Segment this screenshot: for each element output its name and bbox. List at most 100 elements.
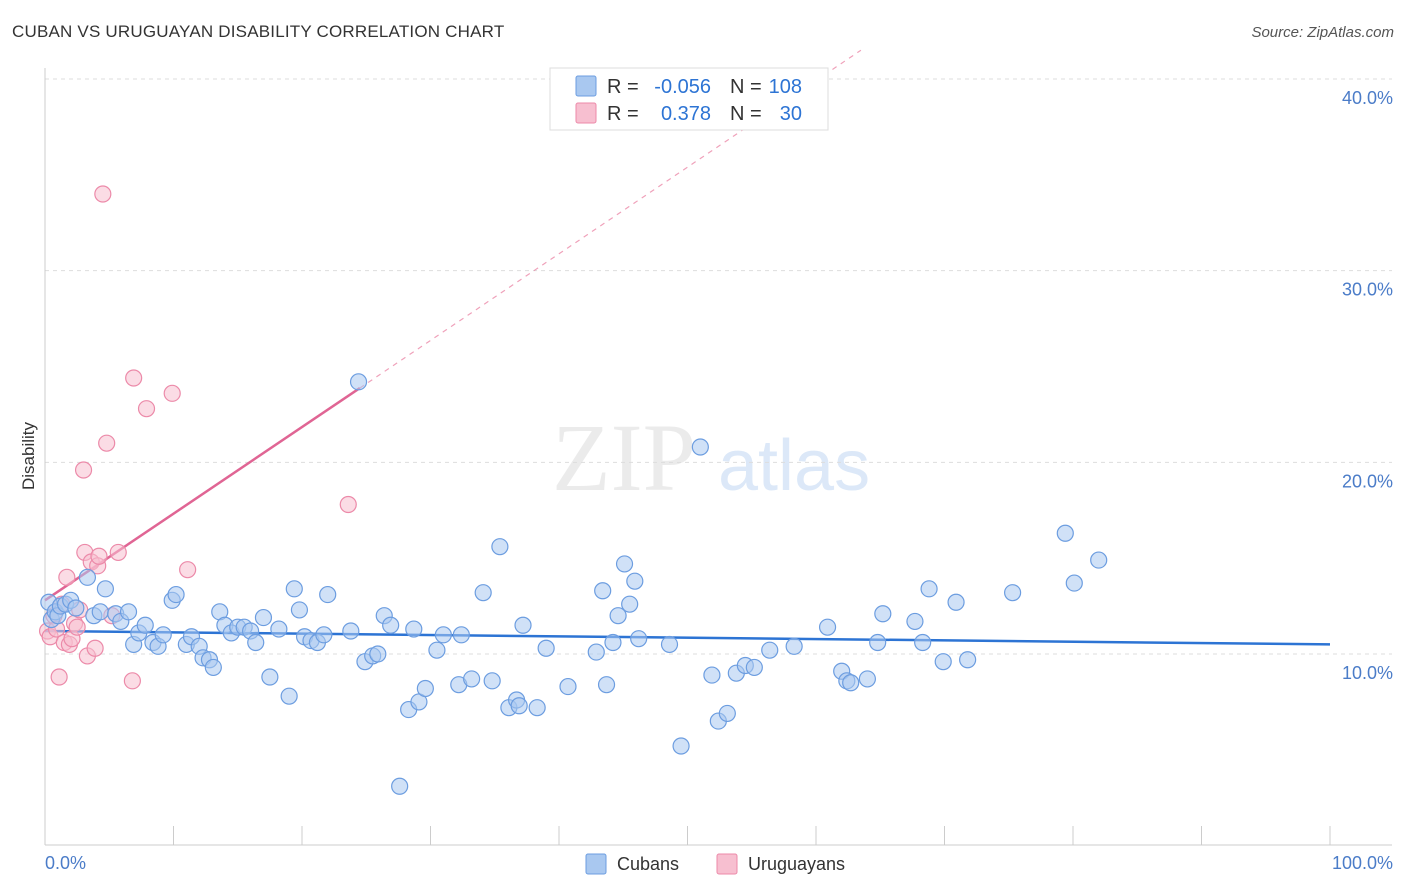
uruguayans-point-28 xyxy=(179,561,197,579)
cubans-point-108 xyxy=(1056,524,1074,542)
cubans-point-62 xyxy=(452,626,470,644)
cubans-point-97 xyxy=(842,674,860,692)
cubans-point-93 xyxy=(785,637,803,655)
cubans-point-107 xyxy=(1004,584,1022,602)
cubans-point-70 xyxy=(514,616,532,634)
cubans-point-81 xyxy=(626,572,644,590)
uruguayans-point-23 xyxy=(109,543,127,562)
cubans-point-58 xyxy=(416,679,434,698)
legend-r-value-uruguayans: 0.378 xyxy=(661,103,711,125)
uruguayans-point-25 xyxy=(125,369,143,387)
cubans-point-65 xyxy=(483,672,501,690)
cubans-point-78 xyxy=(609,607,627,625)
cubans-point-98 xyxy=(858,670,877,688)
y-tick-label-10: 10.0% xyxy=(1342,663,1393,683)
cubans-point-109 xyxy=(1065,574,1083,592)
cubans-point-75 xyxy=(594,582,612,600)
legend-n-value-cubans: 108 xyxy=(769,76,802,98)
uruguayans-point-17 xyxy=(86,639,104,657)
uruguayans-point-27 xyxy=(163,384,181,402)
uruguayans-point-7 xyxy=(58,568,76,586)
cubans-point-22 xyxy=(167,585,185,604)
cubans-point-10 xyxy=(91,603,109,621)
legend-bottom: Cubans Uruguayans xyxy=(585,853,845,875)
y-tick-label-20: 20.0% xyxy=(1342,471,1393,491)
cubans-point-8 xyxy=(78,568,97,586)
y-tick-labels: 10.0% 20.0% 30.0% 40.0% xyxy=(1342,88,1393,683)
legend-bottom-label-uruguayans: Uruguayans xyxy=(748,854,845,874)
cubans-point-82 xyxy=(630,630,648,648)
cubans-point-53 xyxy=(382,616,400,634)
cubans-point-14 xyxy=(119,603,138,621)
legend-r-value-cubans: -0.056 xyxy=(654,76,711,98)
legend-swatch-uruguayans xyxy=(575,102,597,124)
cubans-point-39 xyxy=(280,687,298,705)
chart-title: CUBAN VS URUGUAYAN DISABILITY CORRELATIO… xyxy=(12,22,505,41)
cubans-point-71 xyxy=(528,699,546,717)
cubans-point-7 xyxy=(67,599,85,617)
cubans-point-54 xyxy=(391,777,409,795)
cubans-point-101 xyxy=(906,612,924,631)
cubans-point-38 xyxy=(270,620,288,638)
uruguayans-point-13 xyxy=(74,461,93,479)
cubans-point-17 xyxy=(136,616,154,634)
cubans-point-63 xyxy=(463,670,481,688)
cubans-point-76 xyxy=(597,676,616,694)
cubans-point-11 xyxy=(96,580,114,598)
uruguayans-point-4 xyxy=(50,668,68,686)
uruguayans-points xyxy=(38,185,357,690)
watermark-atlas: atlas xyxy=(718,426,870,506)
cubans-point-69 xyxy=(510,697,528,715)
cubans-point-100 xyxy=(874,605,892,623)
cubans-point-48 xyxy=(349,373,368,391)
uruguayans-point-20 xyxy=(94,185,112,203)
legend-bottom-swatch-cubans xyxy=(585,853,607,875)
uruguayans-point-24 xyxy=(123,672,141,690)
cubans-point-110 xyxy=(1090,551,1108,569)
cubans-point-60 xyxy=(434,626,452,644)
cubans-point-56 xyxy=(405,620,423,638)
legend-r-label-uruguayans: R = xyxy=(607,103,639,125)
trend-line-cubans xyxy=(44,629,1331,646)
cubans-point-46 xyxy=(319,585,337,604)
cubans-point-66 xyxy=(491,538,509,556)
cubans-point-74 xyxy=(587,643,605,661)
cubans-point-88 xyxy=(718,704,736,723)
cubans-point-91 xyxy=(745,658,763,677)
cubans-point-47 xyxy=(342,622,360,640)
cubans-point-102 xyxy=(914,633,932,652)
cubans-point-28 xyxy=(204,658,222,677)
source-label: Source: ZipAtlas.com xyxy=(1251,24,1394,41)
y-tick-label-40: 40.0% xyxy=(1342,88,1393,108)
cubans-point-103 xyxy=(920,580,938,598)
cubans-point-104 xyxy=(934,653,952,671)
legend-bottom-swatch-uruguayans xyxy=(716,853,738,875)
legend-n-value-uruguayans: 30 xyxy=(780,103,802,125)
trend-lines xyxy=(44,49,1331,646)
x-axis-ticks xyxy=(44,826,1331,845)
cubans-point-80 xyxy=(621,595,639,613)
legend-top: R = -0.056 N = 108 R = 0.378 N = 30 xyxy=(549,67,829,131)
cubans-point-64 xyxy=(474,584,492,602)
cubans-point-51 xyxy=(369,645,387,663)
cubans-point-99 xyxy=(869,633,887,652)
uruguayans-point-21 xyxy=(98,434,116,452)
cubans-point-40 xyxy=(285,580,303,598)
watermark: ZIP atlas xyxy=(552,404,870,511)
cubans-point-83 xyxy=(660,635,679,654)
cubans-point-59 xyxy=(428,641,446,659)
cubans-point-77 xyxy=(604,633,622,652)
cubans-point-105 xyxy=(947,593,965,611)
cubans-point-94 xyxy=(818,618,837,636)
uruguayans-point-11 xyxy=(68,618,86,636)
cubans-point-37 xyxy=(261,668,279,686)
cubans-point-79 xyxy=(615,555,634,573)
cubans-point-85 xyxy=(691,438,709,456)
cubans-point-35 xyxy=(247,633,265,652)
uruguayans-point-29 xyxy=(339,495,357,514)
cubans-point-45 xyxy=(315,626,333,644)
cubans-point-73 xyxy=(559,677,577,696)
x-tick-label-min: 0.0% xyxy=(45,853,86,873)
cubans-point-92 xyxy=(761,641,779,659)
